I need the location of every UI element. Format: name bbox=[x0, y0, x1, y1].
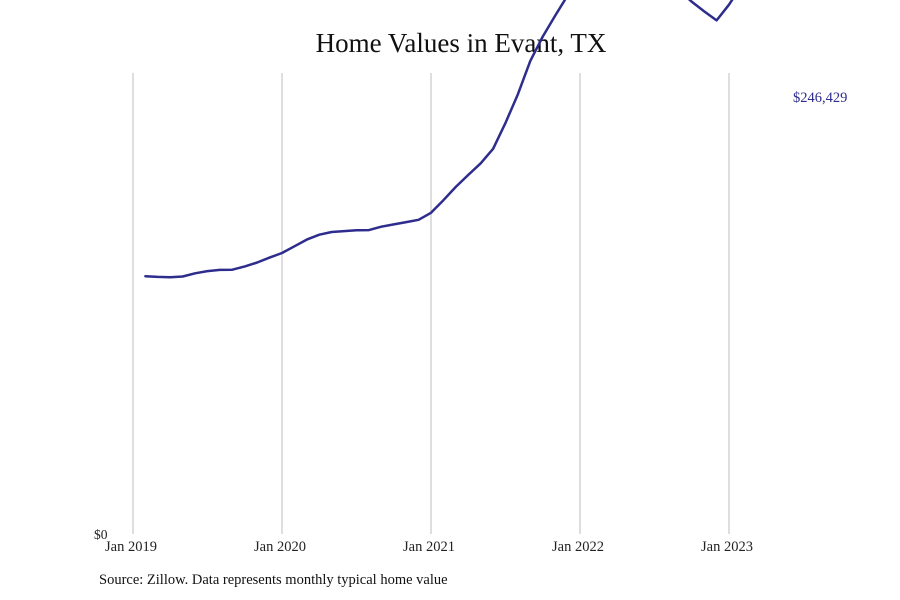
end-value-label: $246,429 bbox=[793, 90, 847, 106]
end-label-layer: $246,429 bbox=[793, 90, 847, 106]
source-note: Source: Zillow. Data represents monthly … bbox=[99, 572, 448, 588]
y-tick-label: $0 bbox=[94, 527, 108, 542]
x-tick-label: Jan 2023 bbox=[701, 539, 753, 555]
tick-labels: Jan 2019 Jan 2020 Jan 2021 Jan 2022 Jan 2023… bbox=[94, 527, 753, 555]
line-layer bbox=[144, 0, 734, 279]
x-tick-label: Jan 2022 bbox=[552, 539, 604, 555]
chart-title: Home Values in Evant, TX bbox=[315, 28, 607, 58]
x-tick-label: Jan 2019 bbox=[105, 539, 157, 555]
gridlines bbox=[132, 73, 730, 534]
x-tick-label: Jan 2020 bbox=[254, 539, 306, 555]
x-tick-label: Jan 2021 bbox=[403, 539, 455, 555]
home-value-line bbox=[144, 0, 734, 279]
